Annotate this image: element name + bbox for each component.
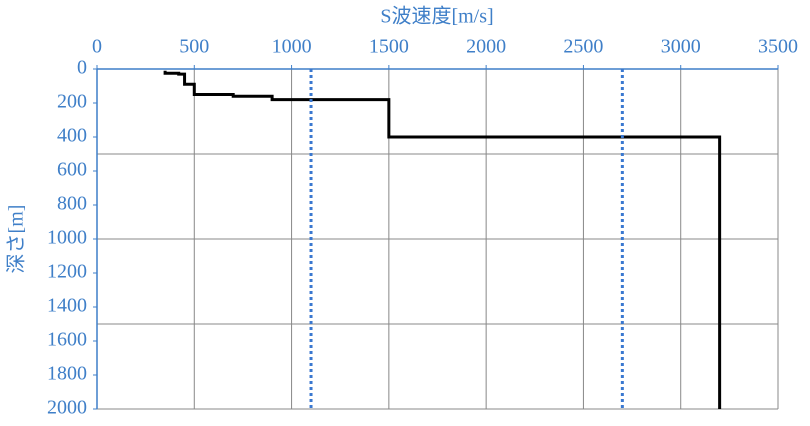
y-tick-label: 1200	[47, 261, 87, 283]
x-tick-label: 0	[92, 36, 102, 58]
y-tick-label: 1000	[47, 227, 87, 249]
x-tick-label: 3500	[758, 36, 798, 58]
y-tick-label: 0	[77, 57, 87, 79]
y-tick-label: 1800	[47, 363, 87, 385]
y-tick-label: 200	[57, 91, 87, 113]
line	[163, 70, 722, 409]
x-tick-label: 2000	[466, 36, 506, 58]
y-tick-label: 400	[57, 125, 87, 147]
y-tick-label: 800	[57, 193, 87, 215]
x-tick-label: 3000	[661, 36, 701, 58]
x-tick-label: 1500	[369, 36, 409, 58]
y-tick-label: 2000	[47, 397, 87, 419]
y-axis-label: 深さ[m]	[5, 205, 28, 274]
x-tick-label: 2500	[563, 36, 603, 58]
y-tick-label: 600	[57, 159, 87, 181]
y-tick-label: 1600	[47, 329, 87, 351]
y-tick-label: 1400	[47, 295, 87, 317]
x-tick-label: 1000	[272, 36, 312, 58]
x-axis-label: S波速度[m/s]	[380, 5, 493, 28]
x-tick-label: 500	[179, 36, 209, 58]
